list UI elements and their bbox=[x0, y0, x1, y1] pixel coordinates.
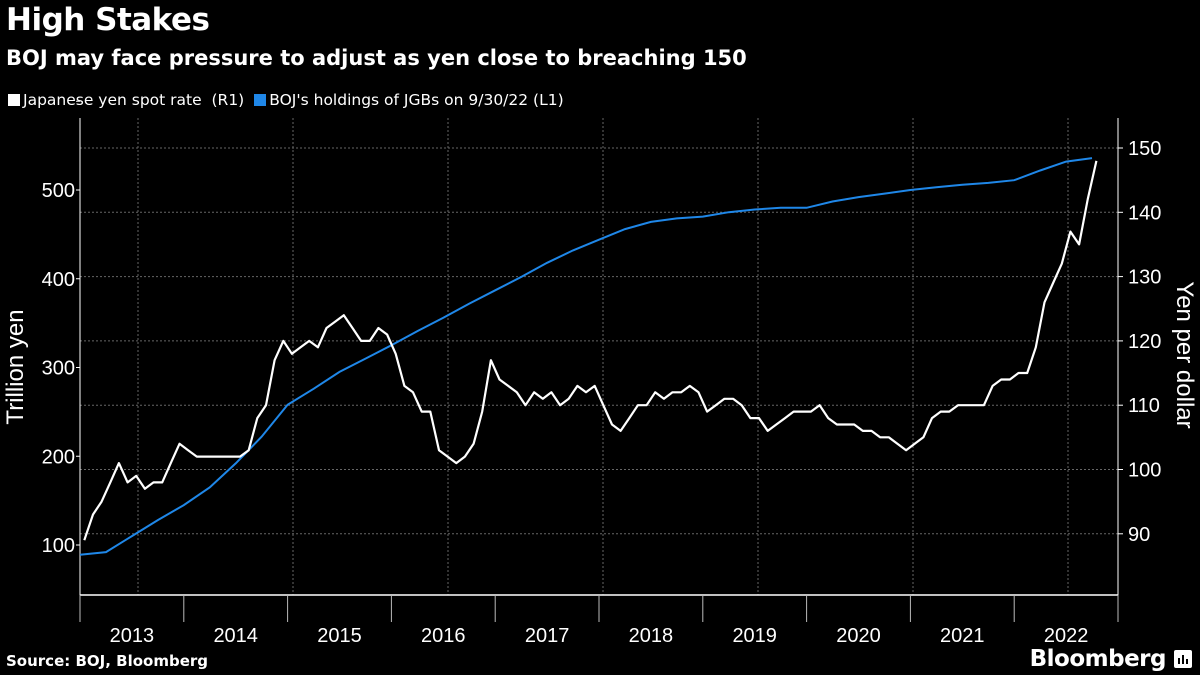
source-note: Source: BOJ, Bloomberg bbox=[6, 652, 209, 670]
left-tick-label: 200 bbox=[42, 446, 75, 468]
left-tick-label: 400 bbox=[42, 269, 75, 291]
legend-swatch-boj bbox=[254, 94, 267, 106]
x-tick-label: 2013 bbox=[110, 625, 155, 647]
right-tick-label: 90 bbox=[1128, 524, 1150, 546]
legend-item-yen: Japanese yen spot rate (R1) bbox=[8, 91, 244, 109]
right-tick-label: 110 bbox=[1128, 395, 1160, 417]
x-tick-label: 2015 bbox=[317, 625, 362, 647]
x-tick-label: 2014 bbox=[213, 625, 258, 647]
x-tick-label: 2018 bbox=[629, 625, 674, 647]
legend-label-boj: BOJ's holdings of JGBs on 9/30/22 (L1) bbox=[269, 91, 564, 109]
left-tick-label: 100 bbox=[42, 535, 75, 557]
x-tick-label: 2021 bbox=[940, 625, 985, 647]
bloomberg-logo: Bloomberg bbox=[1030, 646, 1192, 672]
left-tick-label: 300 bbox=[42, 358, 75, 380]
chart-title: High Stakes bbox=[6, 2, 210, 38]
legend-swatch-yen bbox=[8, 94, 20, 106]
x-tick-label: 2017 bbox=[525, 625, 570, 647]
right-tick-label: 130 bbox=[1128, 267, 1161, 289]
x-tick-label: 2016 bbox=[421, 625, 466, 647]
x-tick-label: 2019 bbox=[732, 625, 777, 647]
right-tick-label: 140 bbox=[1128, 202, 1161, 224]
x-tick-label: 2020 bbox=[836, 625, 881, 647]
series-line-yen-spot bbox=[83, 160, 1098, 541]
right-axis-label: Yen per dollar bbox=[1171, 281, 1198, 428]
series-line-boj-holdings bbox=[79, 157, 1093, 556]
chart-subtitle: BOJ may face pressure to adjust as yen c… bbox=[6, 46, 747, 70]
legend-label-yen: Japanese yen spot rate (R1) bbox=[23, 91, 245, 109]
x-tick-label: 2022 bbox=[1044, 625, 1089, 647]
right-tick-label: 120 bbox=[1128, 331, 1161, 353]
legend: Japanese yen spot rate (R1) BOJ's holdin… bbox=[8, 91, 564, 109]
right-tick-label: 100 bbox=[1128, 460, 1161, 482]
right-tick-label: 150 bbox=[1128, 138, 1161, 160]
bloomberg-wordmark: Bloomberg bbox=[1029, 646, 1167, 672]
legend-item-boj: BOJ's holdings of JGBs on 9/30/22 (L1) bbox=[254, 91, 564, 109]
left-axis-label: Trillion yen bbox=[2, 309, 29, 424]
bloomberg-chart-icon bbox=[1174, 650, 1192, 668]
left-tick-label: 500 bbox=[42, 180, 75, 202]
